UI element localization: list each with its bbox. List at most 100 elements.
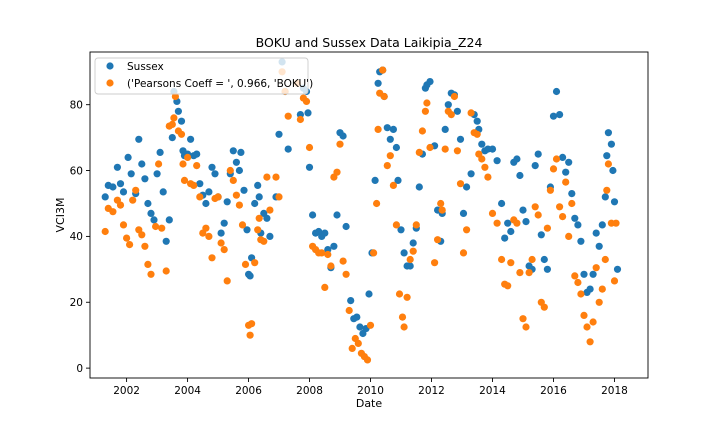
data-point [237, 148, 245, 156]
x-tick-label: 2008 [296, 385, 323, 397]
data-point [235, 201, 243, 209]
data-point [549, 112, 558, 120]
data-point [543, 224, 552, 232]
data-point [531, 162, 539, 170]
data-point [336, 140, 344, 148]
data-point [525, 269, 533, 277]
data-point [392, 221, 400, 229]
data-point [552, 155, 561, 163]
data-point [330, 242, 338, 250]
data-point [431, 259, 439, 267]
data-point [456, 135, 465, 143]
data-point [353, 313, 361, 321]
data-point [612, 219, 620, 227]
data-point [162, 237, 170, 245]
data-point [577, 237, 585, 245]
data-point [389, 125, 397, 133]
data-point [478, 140, 486, 148]
data-point [177, 130, 186, 138]
data-point [473, 130, 481, 138]
data-point [284, 145, 292, 153]
data-point [389, 181, 397, 189]
data-point [205, 232, 213, 240]
data-point [214, 193, 222, 201]
data-point [370, 249, 378, 257]
data-point [549, 165, 558, 173]
data-point [574, 221, 582, 229]
data-point [229, 176, 237, 184]
data-point [507, 259, 515, 267]
data-point [243, 226, 251, 234]
data-point [516, 269, 524, 277]
data-point [519, 206, 527, 214]
data-point [254, 226, 262, 234]
data-point [540, 303, 548, 311]
data-point [321, 283, 329, 291]
data-point [232, 158, 240, 166]
data-point [373, 199, 381, 208]
data-point [504, 282, 512, 290]
data-point [392, 143, 400, 152]
data-point [409, 239, 417, 247]
legend-marker-sussex [106, 62, 114, 70]
data-point [339, 257, 347, 265]
data-point [354, 339, 362, 347]
data-point [441, 145, 449, 153]
data-point [418, 127, 426, 135]
data-point [141, 242, 149, 250]
data-point [423, 99, 431, 107]
data-point [610, 198, 619, 206]
data-point [251, 199, 259, 208]
data-point [196, 193, 204, 201]
legend-label-boku: ('Pearsons Coeff = ', 0.966, 'BOKU') [127, 78, 313, 90]
data-point [119, 188, 128, 196]
data-point [562, 168, 570, 176]
series-boku [101, 66, 620, 364]
data-point [116, 201, 125, 209]
data-point [406, 262, 414, 270]
data-point [604, 160, 613, 168]
data-point [516, 171, 524, 180]
data-point [202, 224, 210, 232]
data-point [565, 232, 573, 240]
data-point [248, 320, 256, 328]
data-point [284, 112, 292, 120]
data-point [171, 92, 179, 101]
data-point [235, 166, 243, 175]
data-point [447, 111, 455, 119]
data-point [552, 87, 561, 96]
x-tick-label: 2010 [357, 385, 384, 397]
data-point [546, 186, 555, 194]
data-point [339, 132, 347, 140]
data-point [609, 166, 617, 175]
data-point [595, 242, 603, 250]
data-point [174, 107, 182, 115]
y-tick-label: 40 [70, 231, 83, 243]
data-point [580, 311, 588, 319]
data-point [556, 203, 564, 211]
data-point [459, 249, 468, 257]
data-point [138, 231, 146, 239]
data-point [438, 206, 446, 214]
data-point [153, 170, 161, 178]
y-tick-label: 80 [70, 99, 83, 111]
data-point [275, 193, 283, 201]
data-point [453, 147, 461, 155]
data-point [598, 285, 606, 293]
data-point [333, 168, 341, 176]
data-point [266, 232, 274, 240]
data-point [179, 160, 187, 168]
data-point [138, 160, 146, 168]
data-point [141, 175, 149, 183]
data-point [528, 255, 536, 264]
legend-label-sussex: Sussex [127, 61, 164, 73]
data-point [463, 226, 471, 234]
data-point [255, 193, 263, 201]
data-point [603, 152, 611, 160]
data-point [150, 216, 158, 224]
data-point [577, 290, 585, 298]
data-point [246, 331, 254, 339]
data-point [147, 270, 155, 278]
data-point [342, 270, 350, 278]
